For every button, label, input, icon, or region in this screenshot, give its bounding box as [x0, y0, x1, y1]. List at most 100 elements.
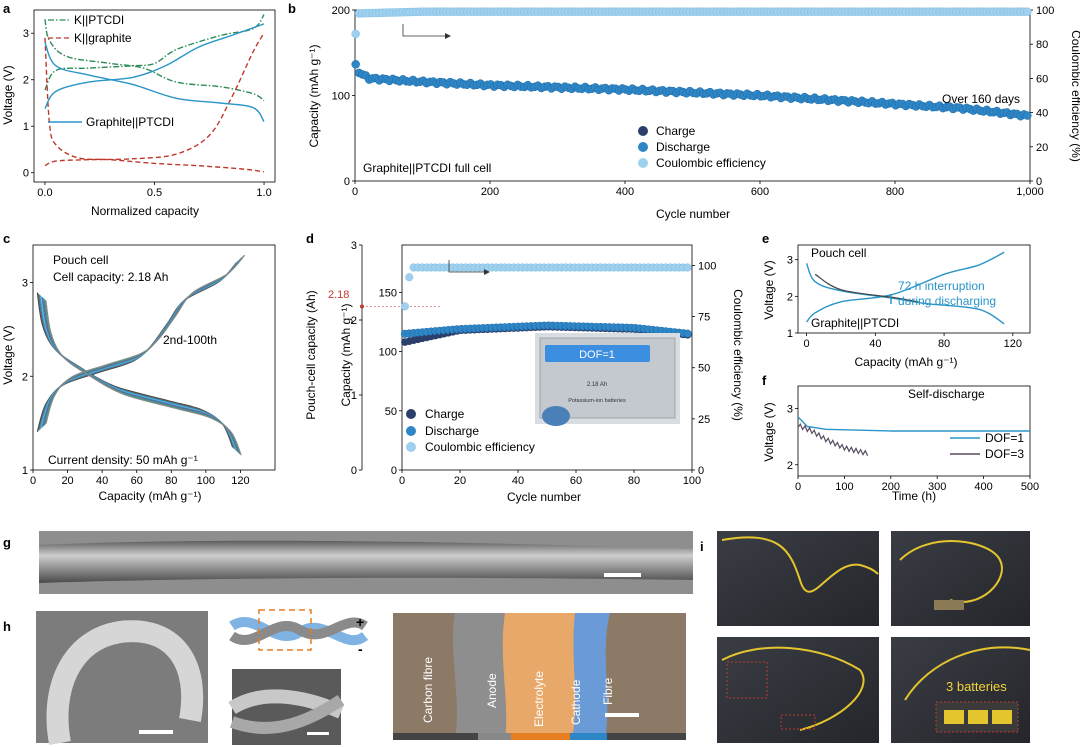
h-sem-loop: [46, 620, 204, 746]
i-battery-a: [944, 710, 964, 724]
f-xtick-label: 400: [974, 481, 992, 493]
f-xtick-label: 500: [1021, 481, 1039, 493]
c-xlabel: Capacity (mAh g⁻¹): [98, 489, 201, 503]
h-xs-anode: [452, 613, 507, 740]
h-xs-bar-carbon: [393, 733, 478, 740]
b-annot-fullcell: Graphite||PTCDI full cell: [363, 161, 491, 175]
i-photo-3: [717, 637, 879, 743]
a-series-line: [44, 19, 265, 102]
a-xlabel: Normalized capacity: [91, 204, 199, 218]
d-y3tick-label: 0: [351, 465, 357, 477]
e-ylabel: Voltage (V): [762, 260, 776, 319]
panel-g: g: [3, 531, 693, 594]
e-annot-pouch: Pouch cell: [811, 246, 866, 260]
e-xtick-label: 40: [869, 338, 881, 350]
a-ytick-label: 1: [23, 121, 29, 133]
panel-a-letter: a: [3, 1, 11, 16]
b-legend-charge: Charge: [656, 124, 696, 138]
h-xs-bar-anode: [478, 733, 511, 740]
i-battery-b: [968, 710, 988, 724]
f-xtick-label: 200: [882, 481, 900, 493]
panel-d-letter: d: [306, 231, 314, 246]
f-dof1-line: [797, 416, 1030, 432]
i-box-3a: [726, 661, 768, 699]
i-photo-1: [717, 531, 879, 626]
panel-i: i 3 batteries: [700, 531, 1031, 743]
b-xtick-label: 0: [352, 186, 358, 198]
b-arrow-head: [445, 33, 451, 39]
f-xtick-label: 300: [928, 481, 946, 493]
e-xtick-label: 120: [1004, 338, 1022, 350]
e-xtick-label: 0: [804, 338, 810, 350]
c-xtick-label: 120: [231, 475, 249, 487]
d-y2label: Coulombic efficiency (%): [731, 289, 745, 421]
d-y2tick-label: 0: [698, 465, 704, 477]
b-y2label: Coulombic efficiency (%): [1069, 30, 1080, 162]
panel-g-letter: g: [3, 535, 11, 550]
d-xtick-label: 100: [683, 475, 701, 487]
i-label-batteries: 3 batteries: [946, 679, 1007, 694]
h-scale-bar-2: [307, 732, 329, 735]
c-curve-discharge: [40, 295, 237, 451]
c-ylabel: Voltage (V): [1, 325, 15, 384]
c-ytick-label: 1: [22, 465, 28, 477]
d-y2tick-label: 25: [698, 414, 710, 426]
i-battery-c: [992, 710, 1012, 724]
d-y3tick-label: 3: [351, 240, 357, 252]
b-annot-days: Over 160 days: [942, 92, 1020, 106]
h-xs-bar-electrolyte: [511, 733, 570, 740]
h-sem-twist-b: [229, 695, 345, 734]
d-xtick-label: 60: [570, 475, 582, 487]
f-dof3-line: [797, 422, 869, 457]
c-ytick-label: 2: [22, 371, 28, 383]
d-ytick-label: 0: [391, 465, 397, 477]
panel-b: b 0 200 400 600 800 1,0000100200020406080100 …: [288, 1, 1080, 221]
d-legend-ce: Coulombic efficiency: [425, 440, 535, 454]
d-y2tick-label: 75: [698, 312, 710, 324]
a-ytick-label: 3: [23, 28, 29, 40]
e-xlabel: Capacity (mAh g⁻¹): [854, 355, 957, 369]
b-y2tick-label: 60: [1036, 73, 1048, 85]
c-annot-current: Current density: 50 mAh g⁻¹: [48, 453, 198, 467]
h-xs-cathode: [572, 613, 610, 740]
b-y2tick-label: 80: [1036, 39, 1048, 51]
h-label-cathode: Cathode: [569, 679, 583, 725]
c-xtick-label: 20: [61, 475, 73, 487]
b-xtick-label: 1,000: [1016, 186, 1044, 198]
e-ref-line: [814, 273, 919, 303]
d-point-ce: [405, 273, 414, 282]
e-frame: [797, 244, 1031, 334]
e-annot-interrupt: 72 h interruption: [898, 279, 985, 293]
b-point-ce: [1023, 7, 1032, 16]
d-inset-line1: 2.18 Ah: [587, 382, 607, 388]
i-wire-3: [721, 646, 865, 731]
i-wire-2: [899, 540, 1003, 603]
a-frame: [33, 9, 276, 183]
c-curve-discharge: [42, 298, 240, 454]
h-twist-diagram: + -: [229, 609, 369, 657]
panel-e: e 0 40 80 120 1 2 3 Capacity (mAh g⁻¹) Voltage…: [762, 231, 1031, 369]
d-legend-ce-marker: [406, 442, 416, 452]
b-point-discharge: [1023, 111, 1032, 120]
a-annot-graphite-ptcdi: Graphite||PTCDI: [86, 115, 174, 129]
a-series-line: [44, 23, 265, 109]
axes-a: 0.0 0.5 1.0 0 1 2 3: [23, 9, 276, 199]
panel-f-letter: f: [762, 373, 767, 388]
i-wire-1: [721, 536, 879, 593]
h-minus: -: [358, 641, 363, 657]
c-annot-pouch: Pouch cell: [53, 253, 108, 267]
d-ylabel: Capacity (mAh g⁻¹): [339, 303, 353, 406]
f-xlabel: Time (h): [892, 489, 936, 503]
e-ytick-label: 3: [787, 255, 793, 267]
d-marker-label: 2.18: [328, 289, 349, 301]
d-point-discharge: [683, 329, 692, 338]
f-legend-dof3: DOF=3: [985, 447, 1024, 461]
a-xtick-label: 0.5: [147, 187, 162, 199]
c-xtick-label: 80: [165, 475, 177, 487]
d-ytick-label: 100: [379, 347, 397, 359]
g-sem-fibre: [39, 540, 693, 583]
b-y2tick-label: 20: [1036, 142, 1048, 154]
h-label-electrolyte: Electrolyte: [532, 671, 546, 727]
